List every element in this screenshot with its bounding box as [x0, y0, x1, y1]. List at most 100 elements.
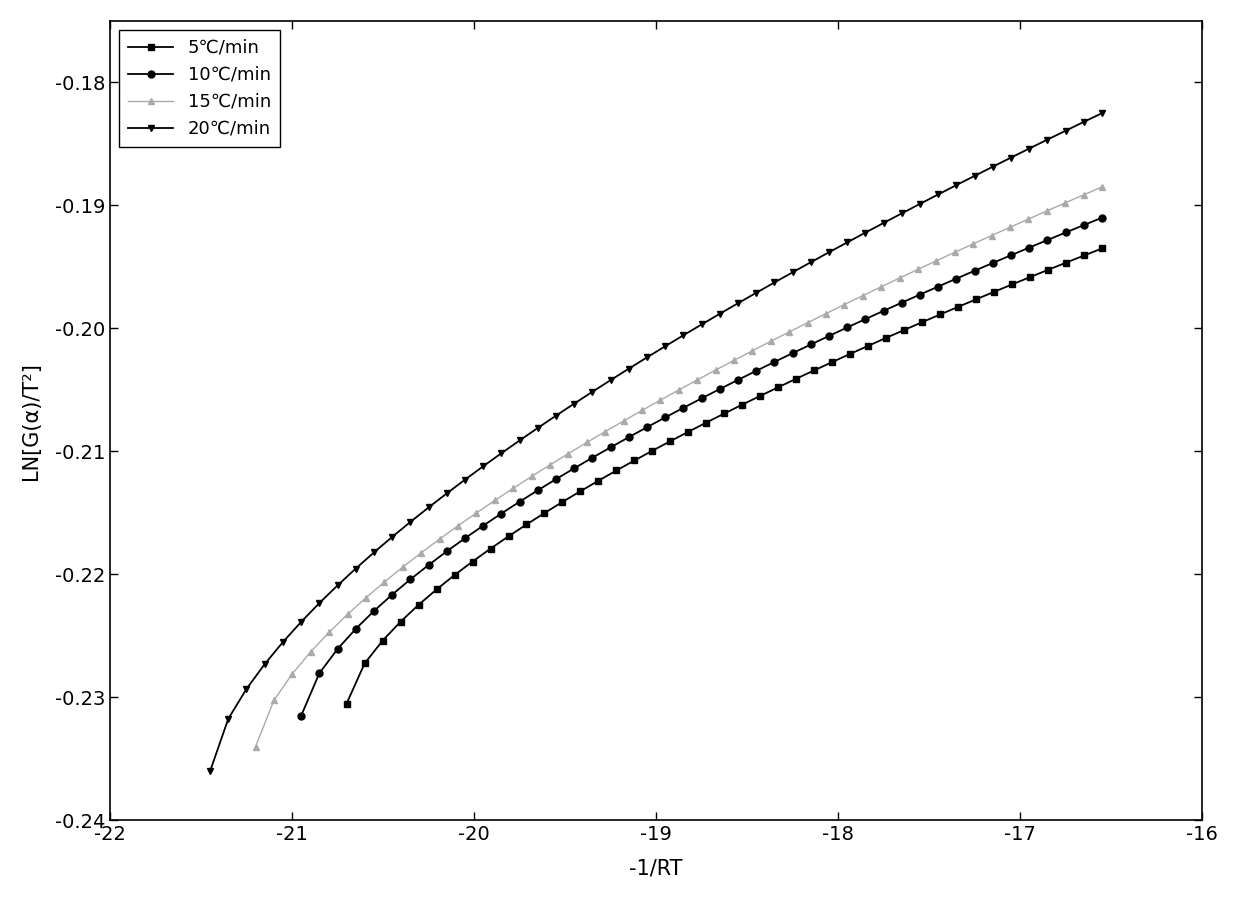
- 15℃/min: [800, 317, 815, 328]
- 20℃/min: [949, 180, 964, 191]
- 15℃/min: [745, 345, 760, 356]
- 15℃/min: [266, 695, 281, 706]
- 15℃/min: [911, 264, 926, 275]
- 20℃/min: [748, 288, 763, 298]
- 5℃/min: [610, 465, 624, 476]
- 15℃/min: [414, 547, 429, 558]
- 10℃/min: [367, 606, 382, 617]
- 20℃/min: [639, 352, 654, 363]
- 5℃/min: [393, 617, 408, 628]
- 5℃/min: [861, 341, 876, 352]
- 15℃/min: [672, 385, 686, 396]
- 15℃/min: [929, 255, 944, 266]
- 15℃/min: [634, 405, 649, 416]
- 10℃/min: [566, 463, 581, 474]
- 15℃/min: [782, 326, 797, 337]
- 10℃/min: [348, 624, 363, 635]
- 5℃/min: [933, 309, 948, 320]
- 10℃/min: [603, 442, 618, 453]
- 20℃/min: [367, 547, 382, 558]
- 15℃/min: [616, 415, 631, 426]
- 20℃/min: [876, 218, 891, 228]
- 5℃/min: [825, 357, 840, 368]
- 10℃/min: [512, 496, 527, 507]
- 20℃/min: [1058, 125, 1073, 136]
- 20℃/min: [330, 580, 344, 591]
- 20℃/min: [221, 714, 235, 725]
- 20℃/min: [1040, 134, 1054, 145]
- 10℃/min: [767, 357, 782, 368]
- 5℃/min: [555, 496, 570, 507]
- 5℃/min: [357, 658, 372, 669]
- 20℃/min: [694, 319, 709, 330]
- 15℃/min: [1077, 190, 1092, 200]
- 15℃/min: [690, 375, 705, 386]
- 20℃/min: [895, 208, 909, 218]
- 5℃/min: [591, 476, 606, 486]
- 5℃/min: [771, 382, 786, 393]
- 5℃/min: [646, 445, 660, 456]
- 15℃/min: [726, 355, 741, 366]
- 15℃/min: [1002, 222, 1017, 233]
- 15℃/min: [543, 459, 558, 470]
- 5℃/min: [627, 455, 642, 466]
- 5℃/min: [447, 570, 462, 581]
- 20℃/min: [384, 531, 399, 542]
- 20℃/min: [421, 503, 436, 513]
- 5℃/min: [914, 316, 929, 327]
- 10℃/min: [694, 393, 709, 404]
- 15℃/min: [377, 576, 392, 587]
- 15℃/min: [597, 426, 612, 437]
- Legend: 5℃/min, 10℃/min, 15℃/min, 20℃/min: 5℃/min, 10℃/min, 15℃/min, 20℃/min: [119, 30, 280, 147]
- 15℃/min: [561, 449, 576, 459]
- 10℃/min: [549, 474, 564, 485]
- 5℃/min: [519, 519, 534, 530]
- 20℃/min: [930, 189, 945, 200]
- 20℃/min: [348, 563, 363, 574]
- 5℃/min: [1041, 264, 1056, 275]
- 10℃/min: [712, 384, 727, 395]
- 10℃/min: [1004, 250, 1018, 261]
- 10℃/min: [639, 422, 654, 432]
- 20℃/min: [275, 636, 290, 647]
- 20℃/min: [731, 298, 746, 308]
- Line: 20℃/min: 20℃/min: [207, 110, 1105, 775]
- 5℃/min: [572, 485, 587, 496]
- Line: 5℃/min: 5℃/min: [343, 245, 1105, 707]
- 10℃/min: [1077, 219, 1092, 230]
- 10℃/min: [786, 348, 800, 359]
- 10℃/min: [840, 322, 855, 333]
- 15℃/min: [819, 308, 834, 319]
- 15℃/min: [1058, 198, 1073, 209]
- 10℃/min: [421, 560, 436, 571]
- 15℃/min: [709, 365, 724, 376]
- 20℃/min: [658, 341, 673, 352]
- 10℃/min: [1095, 212, 1110, 223]
- 10℃/min: [1058, 227, 1073, 238]
- 10℃/min: [676, 403, 691, 414]
- 15℃/min: [580, 437, 595, 448]
- 10℃/min: [585, 452, 600, 463]
- 5℃/min: [429, 584, 444, 595]
- 10℃/min: [1022, 242, 1037, 253]
- 5℃/min: [789, 373, 804, 384]
- 5℃/min: [897, 325, 912, 335]
- 5℃/min: [536, 508, 551, 519]
- 15℃/min: [1021, 214, 1036, 225]
- 15℃/min: [432, 534, 447, 545]
- 5℃/min: [663, 436, 678, 447]
- 10℃/min: [457, 533, 472, 544]
- 10℃/min: [930, 281, 945, 292]
- 10℃/min: [968, 265, 983, 276]
- 20℃/min: [294, 617, 309, 628]
- 10℃/min: [731, 375, 746, 386]
- 5℃/min: [843, 349, 857, 360]
- 15℃/min: [948, 247, 963, 258]
- 20℃/min: [968, 171, 983, 182]
- 5℃/min: [986, 287, 1001, 298]
- 10℃/min: [312, 668, 327, 679]
- 20℃/min: [859, 227, 873, 238]
- 15℃/min: [524, 471, 539, 482]
- 10℃/min: [621, 432, 636, 442]
- 20℃/min: [549, 410, 564, 421]
